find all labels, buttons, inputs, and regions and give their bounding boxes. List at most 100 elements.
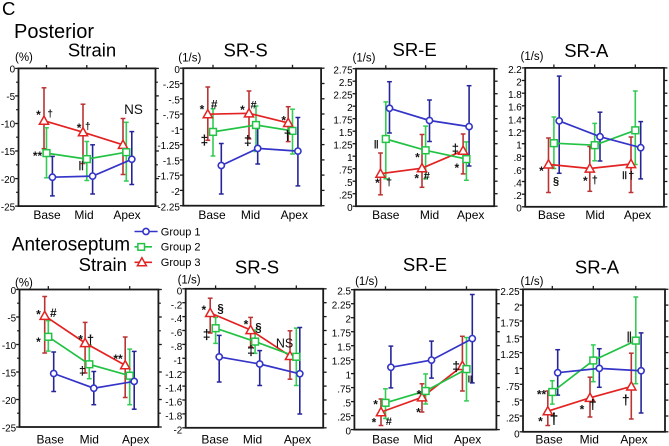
svg-text:1.8: 1.8: [508, 90, 522, 101]
svg-text:1.5: 1.5: [506, 334, 520, 345]
svg-text:#: #: [50, 306, 57, 320]
svg-text:Mid: Mid: [420, 208, 439, 222]
svg-text:1.75: 1.75: [500, 319, 520, 330]
svg-text:‡: ‡: [79, 364, 86, 378]
svg-text:Strain: Strain: [68, 39, 116, 60]
svg-text:(1/s): (1/s): [178, 53, 201, 65]
svg-text:-1.8: -1.8: [165, 412, 183, 423]
svg-text:1.4: 1.4: [508, 115, 522, 126]
svg-text:*: *: [244, 318, 249, 332]
svg-text:0: 0: [177, 286, 183, 297]
svg-text:1.6: 1.6: [508, 103, 522, 114]
svg-text:(1/s): (1/s): [355, 276, 378, 288]
svg-text:1.25: 1.25: [500, 350, 520, 361]
svg-text:1.25: 1.25: [332, 357, 352, 368]
svg-text:*: *: [580, 402, 585, 416]
svg-text:*: *: [36, 307, 41, 321]
svg-text:Mid: Mid: [80, 433, 99, 446]
svg-text:Group 3: Group 3: [161, 257, 201, 269]
svg-text:-.8: -.8: [171, 342, 183, 353]
svg-text:SR-E: SR-E: [403, 254, 447, 275]
svg-text:†: †: [549, 411, 558, 428]
svg-text:**: **: [537, 388, 547, 402]
svg-text:Anteroseptum: Anteroseptum: [12, 234, 130, 255]
svg-text:†: †: [386, 177, 392, 189]
svg-text:†: †: [628, 170, 634, 182]
svg-text:*: *: [77, 121, 82, 135]
svg-text:#: #: [250, 100, 256, 112]
svg-text:.2: .2: [514, 191, 522, 202]
svg-text:‡: ‡: [452, 141, 459, 156]
svg-text:.25: .25: [506, 414, 520, 425]
svg-text:.5: .5: [344, 178, 353, 189]
svg-text:*: *: [373, 398, 378, 412]
svg-text:2: 2: [516, 77, 522, 88]
svg-text:Base: Base: [372, 208, 400, 222]
svg-text:2: 2: [514, 303, 520, 314]
svg-text:.4: .4: [514, 178, 523, 189]
svg-text:-5: -5: [6, 92, 15, 103]
svg-text:-2: -2: [174, 425, 183, 436]
svg-text:Base: Base: [198, 208, 226, 222]
svg-text:Base: Base: [37, 433, 65, 446]
svg-text:-15: -15: [1, 147, 16, 158]
svg-text:.6: .6: [514, 166, 523, 177]
svg-text:1: 1: [514, 366, 520, 377]
svg-text:†: †: [87, 332, 94, 347]
svg-text:-1.4: -1.4: [165, 384, 183, 395]
svg-text:.5: .5: [511, 398, 520, 409]
svg-text:1.5: 1.5: [337, 343, 351, 354]
svg-text:Apex: Apex: [624, 208, 651, 222]
svg-text:0: 0: [514, 429, 520, 440]
svg-text:0: 0: [346, 427, 352, 438]
svg-text:Apex: Apex: [113, 208, 140, 222]
svg-text:SR-A: SR-A: [575, 257, 620, 278]
svg-text:0: 0: [347, 203, 353, 214]
svg-text:-20: -20: [1, 175, 16, 186]
svg-text:*: *: [281, 113, 286, 127]
svg-text:Apex: Apex: [457, 208, 484, 222]
svg-text:2.25: 2.25: [332, 301, 352, 312]
svg-text:#: #: [424, 170, 430, 182]
svg-text:*: *: [375, 176, 380, 190]
svg-text:2.25: 2.25: [333, 90, 353, 101]
svg-text:*: *: [78, 332, 83, 346]
svg-text:2.5: 2.5: [339, 78, 353, 89]
svg-text:NS: NS: [276, 337, 293, 351]
svg-text:Apex: Apex: [122, 433, 149, 446]
svg-text:1.5: 1.5: [339, 128, 353, 139]
svg-text:*: *: [583, 174, 588, 188]
svg-text:†: †: [47, 109, 53, 120]
svg-text:Mid: Mid: [74, 208, 93, 222]
svg-text:(%): (%): [15, 52, 33, 64]
svg-text:-1.5: -1.5: [163, 157, 181, 168]
svg-text:(1/s): (1/s): [178, 275, 201, 287]
svg-text:Mid: Mid: [241, 208, 260, 222]
svg-text:(1/s): (1/s): [521, 276, 544, 288]
svg-text:(1/s): (1/s): [353, 53, 376, 65]
svg-text:0: 0: [11, 286, 17, 297]
svg-text:**: **: [113, 352, 123, 366]
svg-text:*: *: [417, 388, 422, 402]
svg-text:†: †: [85, 121, 91, 132]
svg-text:2.2: 2.2: [508, 65, 522, 76]
svg-text:*: *: [36, 335, 41, 349]
svg-text:Base: Base: [33, 208, 61, 222]
svg-text:(%): (%): [15, 278, 33, 290]
svg-text:.8: .8: [514, 153, 523, 164]
svg-text:SR-A: SR-A: [564, 40, 609, 61]
svg-text:*: *: [454, 161, 459, 175]
svg-text:Apex: Apex: [284, 433, 311, 446]
svg-text:Group 1: Group 1: [161, 226, 201, 238]
svg-text:.25: .25: [339, 190, 353, 201]
svg-text:1: 1: [347, 153, 353, 164]
svg-text:*: *: [414, 172, 419, 186]
svg-text:C: C: [2, 0, 15, 19]
svg-text:-5: -5: [7, 314, 16, 325]
svg-text:2.5: 2.5: [337, 287, 351, 298]
svg-text:SR-S: SR-S: [235, 257, 279, 278]
svg-text:#: #: [211, 98, 218, 112]
svg-text:-2.25: -2.25: [157, 202, 180, 213]
svg-text:-.25: -.25: [163, 80, 181, 91]
svg-text:§: §: [553, 176, 559, 188]
